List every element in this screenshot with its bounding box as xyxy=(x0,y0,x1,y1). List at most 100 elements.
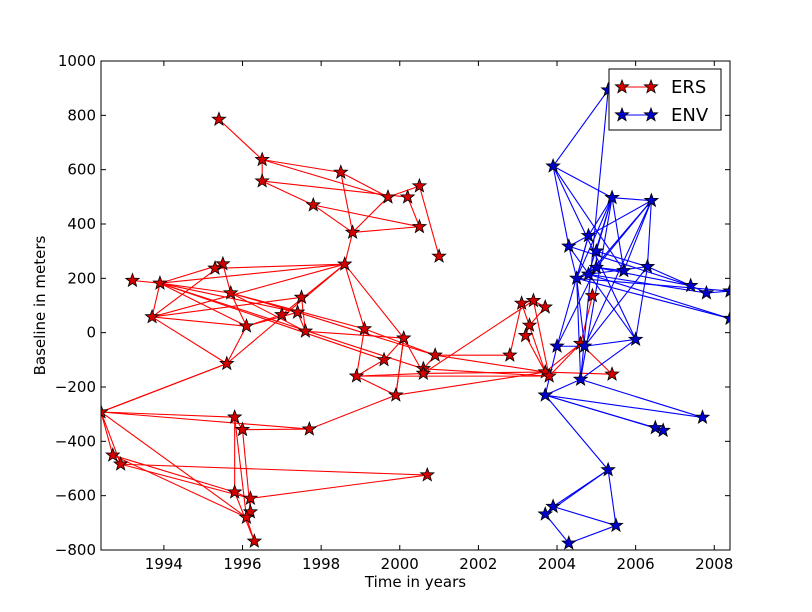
y-axis-label: Baseline in meters xyxy=(31,235,49,375)
ers-point xyxy=(238,509,255,525)
env-edge xyxy=(588,200,652,237)
x-tick-label: 1996 xyxy=(223,555,261,573)
env-edge xyxy=(646,200,652,267)
ers-edge xyxy=(151,316,228,365)
env-point xyxy=(643,192,660,208)
ers-edge xyxy=(218,119,263,161)
ers-edge xyxy=(525,335,546,373)
plot-area-frame xyxy=(100,60,731,551)
ers-point xyxy=(388,386,404,402)
ers-edge xyxy=(230,292,247,327)
env-point xyxy=(537,505,553,521)
ers-point xyxy=(419,466,436,482)
legend-label-ers: ERS xyxy=(671,77,706,98)
ers-edge xyxy=(222,263,232,294)
ers-point xyxy=(124,272,141,288)
env-edge xyxy=(580,90,609,380)
env-edge xyxy=(588,197,613,236)
env-point xyxy=(545,498,561,514)
ers-point xyxy=(254,151,270,167)
env-point xyxy=(682,277,699,293)
ers-edge xyxy=(407,196,420,227)
ers-edge xyxy=(521,303,546,373)
ers-edge xyxy=(242,428,310,431)
env-edge xyxy=(588,273,730,320)
ers-edge xyxy=(509,303,523,356)
ers-edge xyxy=(309,394,397,430)
env-point xyxy=(537,386,553,402)
ers-edge xyxy=(159,282,247,327)
y-tick-label: −400 xyxy=(55,432,96,450)
ers-point xyxy=(336,256,353,271)
ers-point xyxy=(211,111,227,127)
ers-point xyxy=(431,248,447,263)
env-edge xyxy=(545,394,703,418)
env-edge xyxy=(576,278,586,347)
ers-point xyxy=(219,355,235,371)
ers-edge xyxy=(101,411,122,465)
ers-edge xyxy=(101,363,227,413)
ers-edge xyxy=(246,311,298,327)
y-tick-label: 1000 xyxy=(58,52,96,70)
env-point xyxy=(698,284,715,300)
ers-edge xyxy=(159,282,385,361)
env-point xyxy=(576,338,593,353)
legend-label-env: ENV xyxy=(671,105,709,126)
legend-box xyxy=(608,68,722,131)
ers-point xyxy=(226,483,243,499)
axis-ticks: 1994 1996 1998 2000 2002 2004 2006 2008−800−600… xyxy=(55,52,734,573)
env-edge xyxy=(584,266,648,347)
ers-point xyxy=(301,420,318,436)
ers-point xyxy=(376,351,392,367)
ers-edge xyxy=(352,196,389,233)
ers-edge xyxy=(340,171,389,198)
ers-edge xyxy=(101,411,235,418)
env-point xyxy=(572,371,589,387)
ers-edge xyxy=(340,172,354,233)
ers-edge xyxy=(250,474,428,499)
ers-point xyxy=(415,365,432,381)
ers-edge xyxy=(159,282,424,370)
env-point xyxy=(604,189,620,205)
ers-point xyxy=(101,403,109,419)
ers-point xyxy=(502,347,518,362)
env-edge xyxy=(623,200,652,271)
env-edge xyxy=(556,235,590,347)
ers-point xyxy=(537,298,553,314)
ers-point xyxy=(411,177,428,193)
legend-star-icon xyxy=(643,106,659,122)
x-tick-label: 1998 xyxy=(302,555,340,573)
ers-point xyxy=(226,408,243,424)
ers-edge xyxy=(352,226,420,233)
env-edge xyxy=(552,89,609,167)
env-point xyxy=(549,338,565,353)
legend-entry-ers: ERS xyxy=(614,77,706,98)
ers-point xyxy=(105,447,121,462)
env-edge xyxy=(596,266,691,287)
ers-point xyxy=(297,323,314,338)
series-markers xyxy=(101,81,730,550)
ers-point xyxy=(399,188,416,204)
ers-point xyxy=(380,188,396,204)
env-edge xyxy=(580,339,636,380)
ers-edge xyxy=(120,463,428,476)
ers-edge xyxy=(312,204,353,233)
ers-point xyxy=(293,289,310,304)
env-edge xyxy=(612,197,652,202)
env-edge xyxy=(596,250,648,268)
y-tick-label: −600 xyxy=(55,487,96,505)
ers-edge xyxy=(395,338,405,396)
ers-edge xyxy=(548,343,582,377)
env-point xyxy=(694,409,711,425)
ers-edge xyxy=(152,316,247,327)
ers-edge xyxy=(262,159,389,198)
ers-point xyxy=(356,320,373,336)
ers-point xyxy=(112,455,129,471)
ers-edge xyxy=(112,454,235,493)
env-point xyxy=(561,238,577,253)
env-edge xyxy=(545,394,664,431)
ers-edge xyxy=(230,292,306,332)
ers-point xyxy=(152,275,168,290)
x-axis-label: Time in years xyxy=(364,573,466,591)
